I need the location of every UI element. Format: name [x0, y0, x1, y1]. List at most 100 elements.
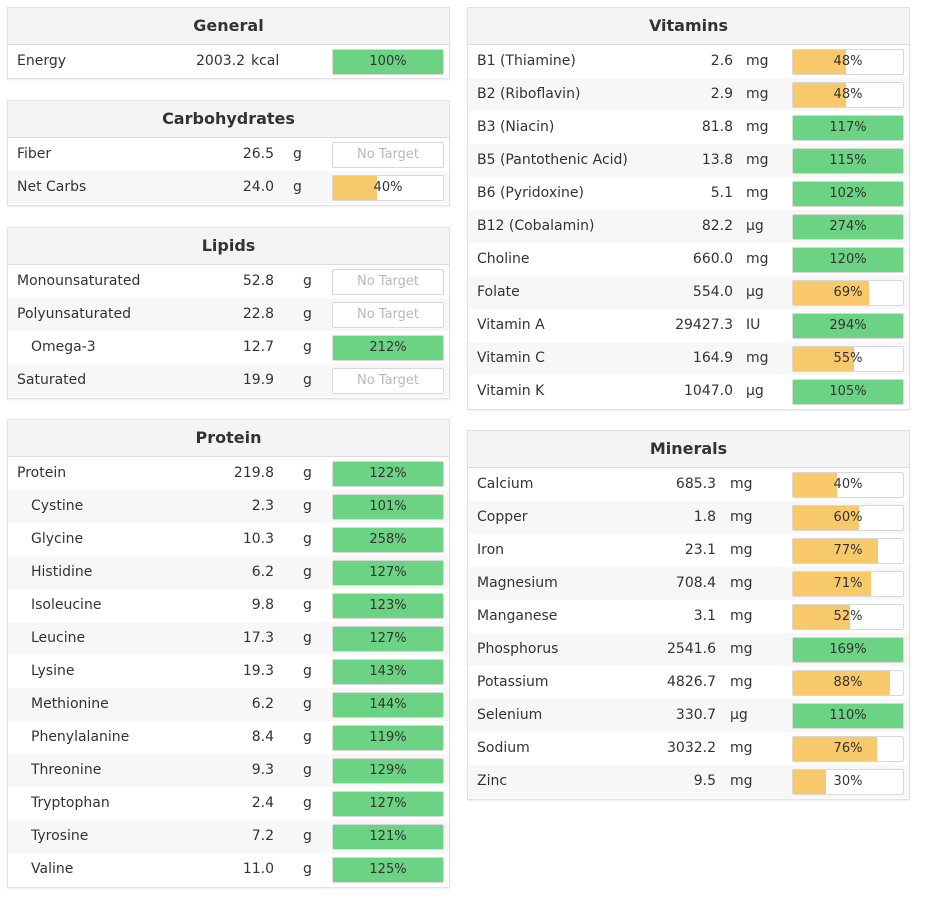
nutrient-name: Threonine	[31, 762, 102, 778]
target-percent: 143%	[369, 664, 407, 679]
target-percent: 102%	[829, 186, 867, 201]
nutrient-unit: g	[303, 498, 312, 514]
nutrient-unit: g	[303, 306, 312, 322]
nutrient-unit: mg	[730, 608, 753, 624]
target-percent: 122%	[369, 466, 407, 481]
nutrient-row-omega-3[interactable]: Omega-3 12.7 g 212%	[8, 331, 449, 364]
nutrient-row-iron[interactable]: Iron 23.1 mg 77%	[468, 534, 909, 567]
nutrient-row-glycine[interactable]: Glycine 10.3 g 258%	[8, 523, 449, 556]
nutrient-row-sodium[interactable]: Sodium 3032.2 mg 76%	[468, 732, 909, 765]
nutrient-name: Vitamin A	[477, 317, 545, 333]
target-progress-bar: 123%	[332, 593, 444, 619]
nutrient-row-b12-cobalamin[interactable]: B12 (Cobalamin) 82.2 µg 274%	[468, 210, 909, 243]
nutrient-unit: g	[303, 762, 312, 778]
nutrient-row-calcium[interactable]: Calcium 685.3 mg 40%	[468, 468, 909, 501]
nutrient-row-fiber[interactable]: Fiber 26.5 g No Target	[8, 138, 449, 171]
nutrient-row-tyrosine[interactable]: Tyrosine 7.2 g 121%	[8, 820, 449, 853]
progress-fill	[793, 737, 877, 761]
nutrient-unit: g	[293, 146, 302, 162]
target-percent: 294%	[829, 318, 867, 333]
nutrient-row-phenylalanine[interactable]: Phenylalanine 8.4 g 119%	[8, 721, 449, 754]
general-title: General	[8, 8, 449, 45]
nutrient-amount: 685.3	[675, 476, 716, 492]
nutrient-unit: mg	[730, 509, 753, 525]
target-progress-bar: 127%	[332, 560, 444, 586]
nutrient-row-selenium[interactable]: Selenium 330.7 µg 110%	[468, 699, 909, 732]
nutrient-row-saturated[interactable]: Saturated 19.9 g No Target	[8, 364, 449, 397]
nutrient-unit: mg	[746, 350, 769, 366]
nutrient-row-magnesium[interactable]: Magnesium 708.4 mg 71%	[468, 567, 909, 600]
nutrient-row-zinc[interactable]: Zinc 9.5 mg 30%	[468, 765, 909, 798]
target-percent: 100%	[369, 54, 407, 69]
nutrient-row-protein[interactable]: Protein 219.8 g 122%	[8, 457, 449, 490]
progress-fill	[793, 314, 903, 338]
nutrient-row-cystine[interactable]: Cystine 2.3 g 101%	[8, 490, 449, 523]
nutrient-row-potassium[interactable]: Potassium 4826.7 mg 88%	[468, 666, 909, 699]
nutrient-row-b6-pyridoxine[interactable]: B6 (Pyridoxine) 5.1 mg 102%	[468, 177, 909, 210]
progress-fill	[793, 671, 890, 695]
nutrient-row-energy[interactable]: Energy 2003.2 kcal 100%	[8, 45, 449, 78]
nutrient-row-folate[interactable]: Folate 554.0 µg 69%	[468, 276, 909, 309]
nutrient-row-manganese[interactable]: Manganese 3.1 mg 52%	[468, 600, 909, 633]
nutrient-unit: g	[303, 531, 312, 547]
target-progress-bar: 52%	[792, 604, 904, 630]
nutrient-row-b3-niacin[interactable]: B3 (Niacin) 81.8 mg 117%	[468, 111, 909, 144]
nutrient-row-tryptophan[interactable]: Tryptophan 2.4 g 127%	[8, 787, 449, 820]
target-percent: 274%	[829, 219, 867, 234]
nutrient-unit: g	[303, 372, 312, 388]
nutrient-row-b1-thiamine[interactable]: B1 (Thiamine) 2.6 mg 48%	[468, 45, 909, 78]
nutrient-row-net-carbs[interactable]: Net Carbs 24.0 g 40%	[8, 171, 449, 204]
target-percent: 101%	[369, 499, 407, 514]
nutrient-row-vitamin-c[interactable]: Vitamin C 164.9 mg 55%	[468, 342, 909, 375]
nutrient-row-copper[interactable]: Copper 1.8 mg 60%	[468, 501, 909, 534]
target-percent: 40%	[373, 180, 403, 195]
nutrient-name: Protein	[17, 465, 67, 481]
lipids-panel: Lipids Monounsaturated 52.8 g No Target Poly…	[7, 227, 450, 399]
nutrient-name: Phenylalanine	[31, 729, 130, 745]
target-progress-bar: 100%	[332, 49, 444, 75]
target-percent: 125%	[369, 862, 407, 877]
nutrient-amount: 3.1	[693, 608, 716, 624]
target-percent: 258%	[369, 532, 407, 547]
nutrient-unit: g	[303, 729, 312, 745]
nutrient-row-choline[interactable]: Choline 660.0 mg 120%	[468, 243, 909, 276]
nutrient-row-polyunsaturated[interactable]: Polyunsaturated 22.8 g No Target	[8, 298, 449, 331]
nutrient-row-lysine[interactable]: Lysine 19.3 g 143%	[8, 655, 449, 688]
nutrient-amount: 26.5	[242, 146, 274, 162]
progress-fill	[793, 572, 872, 596]
nutrient-row-histidine[interactable]: Histidine 6.2 g 127%	[8, 556, 449, 589]
progress-fill	[793, 281, 869, 305]
nutrient-amount: 8.4	[251, 729, 274, 745]
nutrient-row-methionine[interactable]: Methionine 6.2 g 144%	[8, 688, 449, 721]
nutrient-unit: kcal	[251, 53, 280, 69]
lipids-title: Lipids	[8, 228, 449, 265]
nutrient-name: Glycine	[31, 531, 84, 547]
nutrient-amount: 23.1	[684, 542, 716, 558]
nutrient-row-isoleucine[interactable]: Isoleucine 9.8 g 123%	[8, 589, 449, 622]
nutrient-amount: 7.2	[251, 828, 274, 844]
target-percent: 121%	[369, 829, 407, 844]
nutrient-row-b2-riboflavin[interactable]: B2 (Riboflavin) 2.9 mg 48%	[468, 78, 909, 111]
nutrient-row-monounsaturated[interactable]: Monounsaturated 52.8 g No Target	[8, 265, 449, 298]
nutrient-name: B5 (Pantothenic Acid)	[477, 152, 628, 168]
nutrient-row-threonine[interactable]: Threonine 9.3 g 129%	[8, 754, 449, 787]
nutrient-row-phosphorus[interactable]: Phosphorus 2541.6 mg 169%	[468, 633, 909, 666]
vitamins-title: Vitamins	[468, 8, 909, 45]
nutrient-row-valine[interactable]: Valine 11.0 g 125%	[8, 853, 449, 886]
target-progress-bar: 258%	[332, 527, 444, 553]
nutrient-row-leucine[interactable]: Leucine 17.3 g 127%	[8, 622, 449, 655]
target-percent: 129%	[369, 763, 407, 778]
nutrient-row-b5-pantothenic-acid[interactable]: B5 (Pantothenic Acid) 13.8 mg 115%	[468, 144, 909, 177]
target-progress-bar: 119%	[332, 725, 444, 751]
target-progress-bar: 102%	[792, 181, 904, 207]
nutrient-row-vitamin-k[interactable]: Vitamin K 1047.0 µg 105%	[468, 375, 909, 408]
nutrient-unit: mg	[746, 119, 769, 135]
nutrient-name: Isoleucine	[31, 597, 102, 613]
target-progress-bar: No Target	[332, 302, 444, 328]
progress-fill	[793, 704, 903, 728]
progress-fill	[793, 182, 903, 206]
progress-fill	[793, 506, 859, 530]
target-progress-bar: 144%	[332, 692, 444, 718]
nutrient-amount: 19.9	[242, 372, 274, 388]
nutrient-row-vitamin-a[interactable]: Vitamin A 29427.3 IU 294%	[468, 309, 909, 342]
